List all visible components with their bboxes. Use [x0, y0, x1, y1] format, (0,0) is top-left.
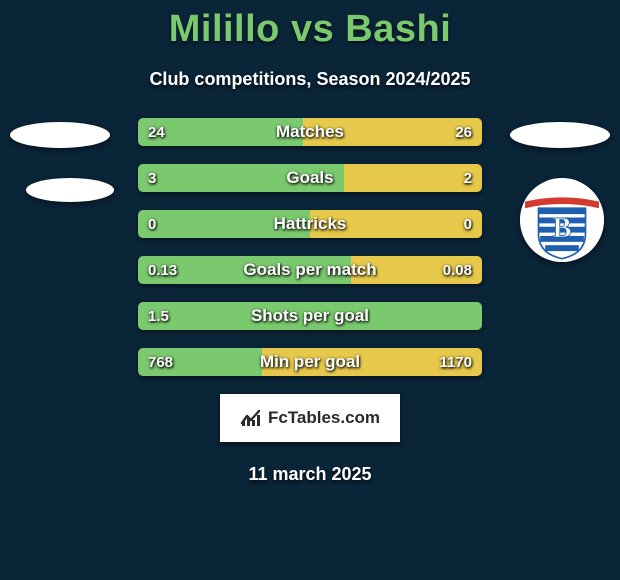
stat-bar-left — [138, 302, 482, 330]
stat-bar-right — [262, 348, 482, 376]
stat-bar-left — [138, 118, 303, 146]
stat-row: Goals32 — [138, 164, 482, 192]
stat-bar-right — [310, 210, 482, 238]
stat-bar-left — [138, 256, 351, 284]
stat-bar-right — [303, 118, 482, 146]
player-right-marker-1 — [510, 122, 610, 148]
player-left-marker-1 — [10, 122, 110, 148]
stat-bar-left — [138, 210, 310, 238]
page-title: Milillo vs Bashi — [0, 0, 620, 51]
stat-row: Goals per match0.130.08 — [138, 256, 482, 284]
stat-bar-right — [344, 164, 482, 192]
player-left-marker-2 — [26, 178, 114, 202]
stat-row: Matches2426 — [138, 118, 482, 146]
chart-icon — [240, 409, 262, 427]
date-label: 11 march 2025 — [0, 464, 620, 485]
source-badge: FcTables.com — [220, 394, 400, 442]
source-badge-text: FcTables.com — [268, 408, 380, 428]
stat-bar-left — [138, 164, 344, 192]
logo-letter: B — [552, 213, 571, 244]
stat-bar-left — [138, 348, 262, 376]
stat-row: Shots per goal1.5 — [138, 302, 482, 330]
stat-bar-right — [351, 256, 482, 284]
stat-row: Min per goal7681170 — [138, 348, 482, 376]
club-logo: B — [520, 178, 604, 262]
subtitle: Club competitions, Season 2024/2025 — [0, 69, 620, 90]
stat-row: Hattricks00 — [138, 210, 482, 238]
stats-bars: Matches2426 Goals32 Hattricks00 Goals per m… — [138, 118, 482, 376]
